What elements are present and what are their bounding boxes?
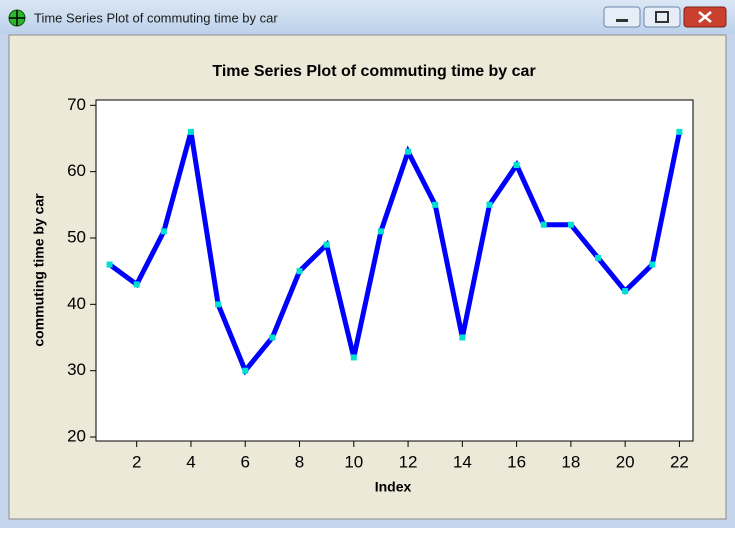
data-point xyxy=(187,128,194,135)
x-tick-label: 10 xyxy=(344,452,363,471)
data-point xyxy=(350,354,357,361)
minimize-button[interactable] xyxy=(603,6,641,28)
y-tick-label: 20 xyxy=(67,427,86,446)
data-point xyxy=(432,201,439,208)
x-tick-label: 6 xyxy=(241,452,250,471)
data-point xyxy=(459,334,466,341)
chart-title: Time Series Plot of commuting time by ca… xyxy=(212,63,535,80)
data-point xyxy=(106,261,113,268)
close-icon xyxy=(698,11,712,23)
series-line xyxy=(108,131,682,376)
data-point xyxy=(160,228,167,235)
data-point xyxy=(513,162,520,169)
data-point xyxy=(215,301,222,308)
y-tick-label: 40 xyxy=(67,294,86,313)
x-tick-label: 20 xyxy=(616,452,635,471)
data-point xyxy=(622,288,629,295)
x-tick-label: 22 xyxy=(670,452,689,471)
data-point xyxy=(649,261,656,268)
y-tick-label: 30 xyxy=(67,360,86,379)
data-point xyxy=(595,254,602,261)
y-tick-label: 60 xyxy=(67,161,86,180)
data-point xyxy=(242,367,249,374)
data-point xyxy=(377,228,384,235)
window-title: Time Series Plot of commuting time by ca… xyxy=(34,10,278,25)
y-tick-label: 70 xyxy=(67,95,86,114)
data-point xyxy=(133,281,140,288)
x-tick-label: 12 xyxy=(399,452,418,471)
x-tick-label: 14 xyxy=(453,452,472,471)
data-point xyxy=(676,128,683,135)
x-tick-label: 18 xyxy=(561,452,580,471)
x-tick-label: 16 xyxy=(507,452,526,471)
x-tick-label: 4 xyxy=(186,452,195,471)
data-point xyxy=(323,241,330,248)
minimize-icon xyxy=(616,19,628,22)
x-axis-label: Index xyxy=(375,479,412,495)
data-point xyxy=(269,334,276,341)
y-tick-label: 50 xyxy=(67,227,86,246)
y-axis-label: commuting time by car xyxy=(31,193,47,347)
app-icon xyxy=(8,9,26,27)
data-point xyxy=(486,201,493,208)
maximize-icon xyxy=(655,11,669,23)
data-point xyxy=(405,148,412,155)
x-tick-label: 8 xyxy=(295,452,304,471)
x-tick-label: 2 xyxy=(132,452,141,471)
data-point xyxy=(296,268,303,275)
maximize-button[interactable] xyxy=(643,6,681,28)
data-point xyxy=(540,221,547,228)
data-point xyxy=(567,221,574,228)
